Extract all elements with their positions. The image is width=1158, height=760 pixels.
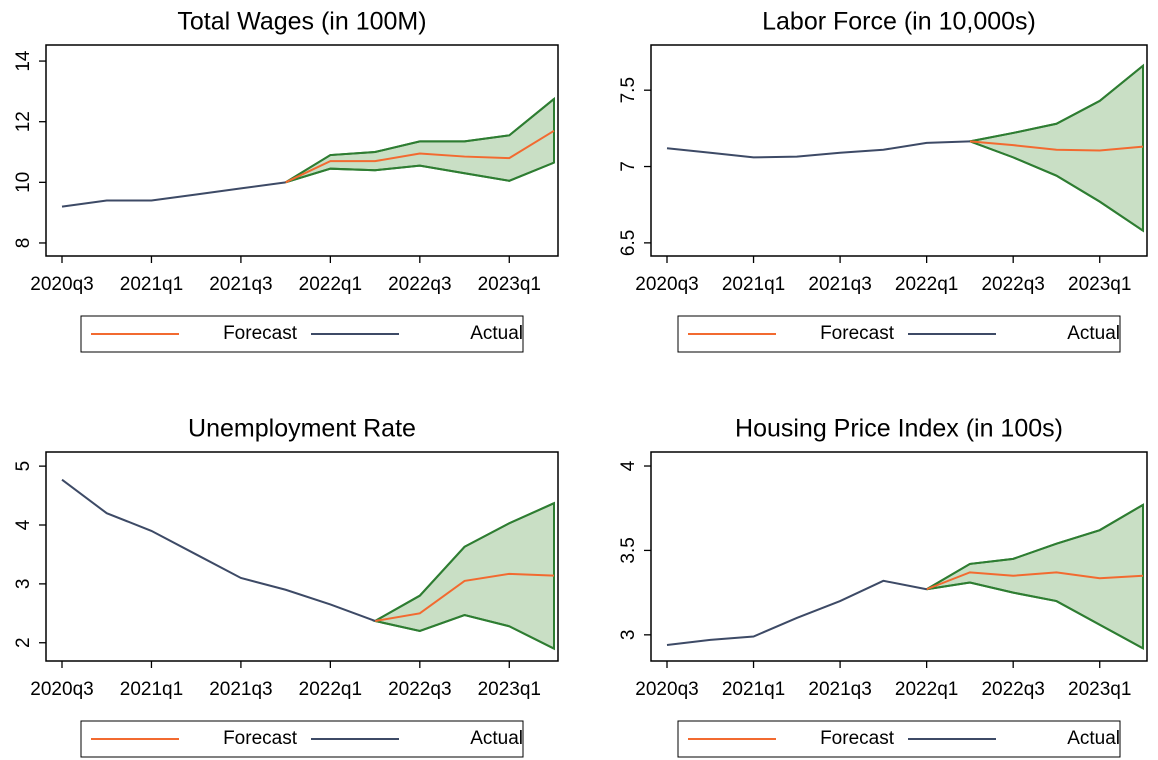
legend-label: Forecast: [820, 728, 895, 749]
series-line: [374, 572, 555, 622]
x-tick-label: 2022q3: [388, 679, 451, 700]
x-tick-label: 2021q3: [808, 274, 871, 295]
series-line: [666, 140, 970, 159]
panel: Housing Price Index (in 100s) 3 3.5 4 2020q3…: [618, 415, 1148, 758]
y-tick-label: 7: [618, 161, 639, 172]
band-upper: [926, 503, 1144, 591]
legend-label: Actual: [1067, 323, 1120, 344]
x-tick-label: 2023q1: [1068, 274, 1131, 295]
panel: Unemployment Rate 2 3 4 5 2020q3 2021q1 2021q3 2…: [13, 415, 559, 758]
y-tick-label: 14: [13, 50, 34, 72]
x-tick-label: 2020q3: [635, 274, 698, 295]
x-tick-label: 2021q3: [209, 274, 272, 295]
series-line: [285, 129, 555, 184]
series-line: [926, 571, 1144, 591]
y-tick-label: 3: [13, 579, 34, 590]
y-tick-label: 3: [618, 630, 639, 641]
x-tick-label: 2023q1: [1068, 679, 1131, 700]
y-tick-label: 5: [13, 461, 34, 472]
chart-title: Unemployment Rate: [188, 415, 416, 443]
y-tick-label: 2: [13, 637, 34, 648]
x-tick-label: 2023q1: [478, 679, 541, 700]
legend-label: Actual: [470, 728, 523, 749]
x-tick-label: 2020q3: [30, 679, 93, 700]
panel: Total Wages (in 100M) 8 10 12 14 2020q3 2021q1…: [13, 8, 559, 353]
y-tick-label: 4: [618, 460, 639, 471]
band-upper: [969, 64, 1144, 143]
plot-frame: [650, 451, 1148, 662]
x-tick-label: 2022q1: [895, 679, 958, 700]
plot-frame: [650, 44, 1148, 257]
chart-title: Housing Price Index (in 100s): [735, 415, 1063, 443]
plot-frame: [45, 451, 559, 662]
series-line: [61, 478, 376, 622]
series-line: [61, 181, 286, 208]
x-tick-label: 2021q3: [209, 679, 272, 700]
x-tick-label: 2023q1: [478, 274, 541, 295]
legend-label: Actual: [1067, 728, 1120, 749]
x-tick-label: 2022q3: [981, 679, 1044, 700]
x-tick-label: 2021q1: [722, 274, 785, 295]
x-tick-label: 2022q1: [895, 274, 958, 295]
chart-title: Labor Force (in 10,000s): [762, 8, 1036, 36]
x-tick-label: 2021q1: [722, 679, 785, 700]
y-tick-label: 10: [13, 172, 34, 193]
band-lower: [926, 581, 1144, 650]
band-upper: [374, 502, 555, 622]
x-tick-label: 2022q3: [388, 274, 451, 295]
band-upper: [285, 98, 555, 184]
y-tick-label: 4: [13, 519, 34, 530]
legend-label: Forecast: [223, 323, 298, 344]
legend-label: Actual: [470, 323, 523, 344]
x-tick-label: 2021q3: [808, 679, 871, 700]
y-tick-label: 6.5: [618, 230, 639, 256]
x-tick-label: 2022q1: [299, 274, 362, 295]
x-tick-label: 2021q1: [120, 679, 183, 700]
x-tick-label: 2020q3: [30, 274, 93, 295]
band-lower: [374, 614, 555, 650]
y-tick-label: 3.5: [618, 537, 639, 563]
legend-label: Forecast: [820, 323, 895, 344]
y-tick-label: 7.5: [618, 77, 639, 103]
band-lower: [285, 161, 555, 184]
chart-title: Total Wages (in 100M): [177, 8, 426, 36]
y-tick-label: 12: [13, 111, 34, 132]
y-tick-label: 8: [13, 238, 34, 249]
x-tick-label: 2022q1: [299, 679, 362, 700]
x-tick-label: 2021q1: [120, 274, 183, 295]
series-line: [969, 140, 1144, 152]
series-line: [666, 579, 927, 646]
x-tick-label: 2020q3: [635, 679, 698, 700]
band-lower: [969, 140, 1144, 232]
x-tick-label: 2022q3: [981, 274, 1044, 295]
legend-label: Forecast: [223, 728, 298, 749]
plot-frame: [45, 44, 559, 257]
panel: Labor Force (in 10,000s) 6.5 7 7.5 2020q3 202…: [618, 8, 1148, 353]
